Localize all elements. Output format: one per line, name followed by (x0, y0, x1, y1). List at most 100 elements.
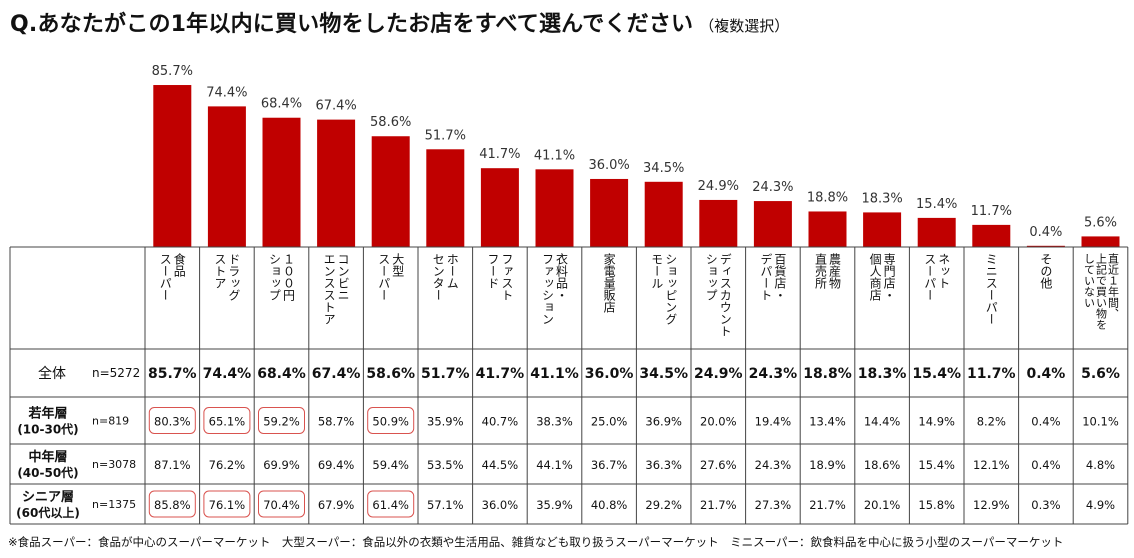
category-label-line: していない (1082, 253, 1096, 308)
table-cell-3-3: 67.9% (318, 498, 355, 512)
table-cell-3-13: 20.1% (864, 498, 901, 512)
category-label-line: 専門店・ (882, 253, 897, 301)
table-cell-3-2: 70.4% (263, 498, 300, 512)
table-cell-1-15: 8.2% (977, 415, 1006, 429)
table-cell-3-0: 85.8% (154, 498, 191, 512)
chart-title: Q.あなたがこの1年以内に買い物をしたお店をすべて選んでください （複数選択） (10, 6, 789, 42)
table-cell-0-6: 41.7% (476, 366, 525, 382)
table-cell-2-2: 69.9% (263, 458, 300, 472)
category-label-7: 衣料品・ファッション (540, 253, 569, 325)
table-cell-2-10: 27.6% (700, 458, 737, 472)
bar-value-label-5: 51.7% (425, 128, 466, 143)
highlight-box-3-2 (258, 490, 305, 518)
row-label-sub-3: (60代以上) (16, 505, 80, 520)
table-cell-3-7: 35.9% (536, 498, 573, 512)
table-cell-3-15: 12.9% (973, 498, 1010, 512)
table-cell-3-17: 4.9% (1086, 498, 1115, 512)
category-label-8: 家電量販店 (602, 253, 616, 313)
table-cell-1-8: 25.0% (591, 415, 628, 429)
bar-value-label-0: 85.7% (152, 64, 193, 79)
table-cell-0-1: 74.4% (203, 366, 252, 382)
bar-value-label-6: 41.7% (479, 147, 520, 162)
category-label-line: デパート (758, 253, 773, 301)
bar-value-label-3: 67.4% (315, 99, 356, 114)
table-cell-0-8: 36.0% (585, 366, 634, 382)
category-label-line: ファスト (499, 253, 514, 301)
table-cell-2-6: 44.5% (482, 458, 519, 472)
bar-9 (644, 181, 683, 247)
category-label-line: 百貨店・ (772, 253, 787, 301)
category-label-line: 衣料品・ (554, 253, 569, 301)
table-cell-2-5: 53.5% (427, 458, 464, 472)
category-label-line: スーパー (158, 253, 173, 301)
bar-value-label-2: 68.4% (261, 97, 302, 112)
category-label-text-6: ファスト フード (474, 253, 527, 347)
highlight-box-1-2 (258, 407, 305, 434)
category-label-text-5: ホーム センター (419, 253, 472, 347)
bar-14 (917, 217, 956, 247)
bar-chart-with-table: 85.7% 74.4% 68.4% 67.4% 58.6% 51.7% 41.7% 41.1%… (9, 64, 1129, 525)
table-cell-1-10: 20.0% (700, 415, 737, 429)
bar-value-label-11: 24.3% (752, 180, 793, 195)
table-cell-2-3: 69.4% (318, 458, 355, 472)
table-cell-3-4: 61.4% (372, 498, 409, 512)
category-label-line: ファッション (540, 253, 555, 325)
bar-value-label-13: 18.3% (861, 191, 902, 206)
bars-layer: 85.7% 74.4% 68.4% 67.4% 58.6% 51.7% 41.7% 41.1%… (152, 64, 1120, 247)
highlight-box-3-1 (203, 490, 251, 518)
category-label-line: フード (485, 253, 500, 289)
category-label-13: 専門店・個人商店 (868, 253, 897, 301)
highlight-box-3-4 (367, 490, 415, 518)
category-label-text-14: ネット スーパー (910, 253, 963, 347)
table-cell-3-1: 76.1% (209, 498, 246, 512)
highlight-box-3-0 (148, 490, 196, 518)
highlight-box-1-1 (203, 407, 251, 434)
table-cell-3-11: 27.3% (755, 498, 792, 512)
bar-value-label-15: 11.7% (971, 204, 1012, 219)
table-cell-1-0: 80.3% (154, 415, 191, 429)
category-label-line: 食品 (172, 253, 187, 277)
bar-12 (808, 211, 847, 247)
category-label-line: ショップ (267, 253, 282, 301)
bar-1 (207, 106, 246, 247)
table-cell-0-2: 68.4% (257, 366, 306, 382)
category-label-text-0: 食品 スーパー (146, 253, 199, 347)
table-cell-2-8: 36.7% (591, 458, 628, 472)
category-label-text-4: 大型 スーパー (364, 253, 417, 347)
category-label-line: 上記で買い物を (1094, 253, 1108, 330)
bar-7 (535, 169, 574, 247)
category-label-line: ストア (212, 253, 227, 289)
category-label-line: ネット (936, 253, 951, 289)
table-cell-1-11: 19.4% (755, 415, 792, 429)
table-cell-2-14: 15.4% (918, 458, 955, 472)
bar-5 (426, 149, 465, 247)
category-label-line: コンビニ (336, 253, 351, 301)
bar-0 (153, 85, 192, 247)
table-cell-2-4: 59.4% (372, 458, 409, 472)
category-label-line: ミニスーパー (984, 253, 999, 325)
table-cell-0-9: 34.5% (639, 366, 688, 382)
table-cell-1-16: 0.4% (1031, 415, 1060, 429)
table-cell-3-14: 15.8% (918, 498, 955, 512)
category-label-text-12: 農産物 直売所 (801, 253, 854, 347)
category-label-11: 百貨店・デパート (758, 253, 787, 301)
table-cell-3-12: 21.7% (809, 498, 846, 512)
table-cell-1-13: 14.4% (864, 415, 901, 429)
category-label-line: 直売所 (813, 253, 828, 289)
table-cell-2-9: 36.3% (645, 458, 682, 472)
category-label-line: ショッピング (663, 253, 678, 325)
table-cell-2-0: 87.1% (154, 458, 191, 472)
category-label-text-15: ミニスーパー (965, 253, 1018, 347)
category-label-line: センター (431, 253, 446, 301)
bar-16 (1026, 245, 1065, 247)
category-label-0: 食品スーパー (146, 253, 199, 347)
table-cell-3-9: 29.2% (645, 498, 682, 512)
bar-3 (317, 119, 356, 247)
category-label-text-16: その他 (1020, 253, 1073, 347)
